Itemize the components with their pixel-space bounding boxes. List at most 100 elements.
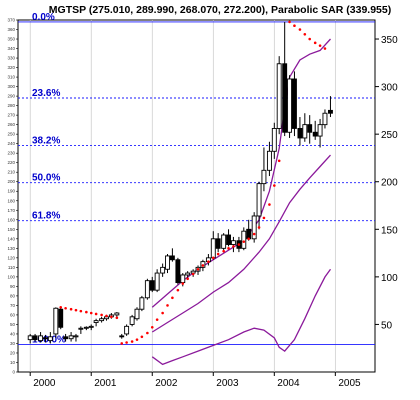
fib-level-label: 38.2% (32, 136, 60, 147)
sar-dot (79, 309, 83, 313)
sar-dot (140, 335, 144, 339)
sar-dot (298, 28, 302, 31)
candle-body (271, 128, 277, 152)
left-axis-label: 120 (7, 255, 15, 260)
candle-body (38, 335, 44, 342)
indicator-line (151, 154, 331, 333)
candle-body (32, 335, 38, 341)
left-axis-label: 60 (10, 312, 16, 317)
sar-dot (216, 252, 220, 256)
fib-level-label: 50.0% (32, 173, 60, 184)
x-tick-label: 2001 (94, 378, 117, 389)
candle-body (226, 234, 231, 245)
left-axis-label: 10 (10, 360, 16, 365)
sar-dot (125, 341, 128, 344)
candle-body (47, 336, 53, 342)
sar-dot (323, 47, 327, 50)
right-axis-label: 100 (381, 273, 398, 284)
sar-dot (161, 311, 164, 315)
right-axis-label: 300 (381, 83, 398, 94)
left-axis-label: 160 (7, 217, 15, 222)
left-axis-label: 260 (7, 122, 15, 127)
candle-body (297, 128, 303, 139)
sar-dot (211, 256, 215, 260)
plot-frame (17, 19, 376, 373)
left-axis-label: 230 (7, 151, 15, 156)
sar-dot (268, 203, 271, 206)
sar-dot (191, 272, 195, 276)
sar-dot (303, 32, 307, 36)
sar-dot (293, 24, 296, 28)
sar-dot (105, 314, 108, 318)
fib-level-label: 61.8% (32, 211, 60, 222)
sar-dot (150, 325, 154, 329)
candle-body (328, 109, 333, 114)
candle-body (266, 150, 272, 171)
sar-dot (59, 306, 63, 309)
sar-dot (155, 318, 159, 321)
candle-body (119, 335, 125, 338)
candle-body (144, 280, 150, 299)
sar-dot (120, 342, 124, 345)
indicator-line (151, 38, 331, 308)
sar-dot (146, 331, 149, 335)
candle-body (124, 325, 130, 335)
sar-dot (94, 312, 98, 316)
sar-dot (288, 20, 291, 24)
candle-body (63, 336, 69, 340)
left-axis-label: 110 (8, 265, 16, 270)
candle-body (241, 230, 247, 249)
left-axis-label: 320 (7, 65, 15, 70)
sar-dot (181, 282, 185, 285)
left-axis-label: 190 (7, 189, 15, 194)
candle-body (139, 297, 145, 310)
candle-body (256, 183, 262, 217)
left-axis-label: 350 (7, 37, 15, 42)
left-axis-label: 210 (7, 170, 15, 175)
indicator-line (151, 268, 332, 366)
candle-body (43, 337, 48, 340)
x-tick-label: 2004 (277, 378, 300, 389)
chart-title: MGTSP (275.010, 289.990, 268.070, 272.20… (49, 4, 391, 16)
sar-dot (277, 159, 281, 163)
sar-dot (166, 304, 169, 307)
left-axis-label: 290 (7, 94, 15, 99)
right-axis-label: 250 (381, 130, 398, 141)
sar-dot (85, 310, 88, 314)
sar-dot (237, 243, 241, 246)
candle-body (68, 335, 74, 340)
candle-body (291, 78, 297, 129)
left-axis-label: 300 (7, 84, 15, 89)
left-axis-label: 20 (10, 350, 16, 355)
sar-dot (247, 237, 250, 241)
left-axis-label: 150 (7, 227, 15, 232)
x-tick-label: 2003 (216, 378, 239, 389)
left-axis-label: 220 (7, 160, 15, 165)
candle-body (149, 280, 155, 291)
right-axis-label: 150 (381, 225, 398, 236)
left-axis-label: 70 (10, 303, 16, 308)
sar-dot (257, 226, 261, 229)
candle-body (114, 312, 120, 316)
candle-body (129, 316, 135, 325)
candle-body (302, 124, 308, 139)
sar-dot (74, 308, 78, 312)
left-axis-label: 80 (10, 293, 16, 298)
left-axis-label: 330 (7, 56, 15, 61)
candle-body (322, 112, 328, 126)
sar-dot (222, 249, 225, 253)
candle-body (251, 215, 257, 240)
candle-body (78, 327, 84, 330)
candle-body (282, 63, 288, 133)
candle-body (88, 325, 94, 328)
x-tick-label: 2000 (33, 378, 56, 389)
sar-dot (232, 245, 235, 248)
sar-dot (64, 306, 67, 310)
sar-dot (196, 267, 200, 271)
sar-dot (135, 338, 139, 341)
candle-body (210, 238, 216, 259)
right-axis-label: 200 (381, 178, 398, 189)
candle-body (287, 78, 293, 133)
